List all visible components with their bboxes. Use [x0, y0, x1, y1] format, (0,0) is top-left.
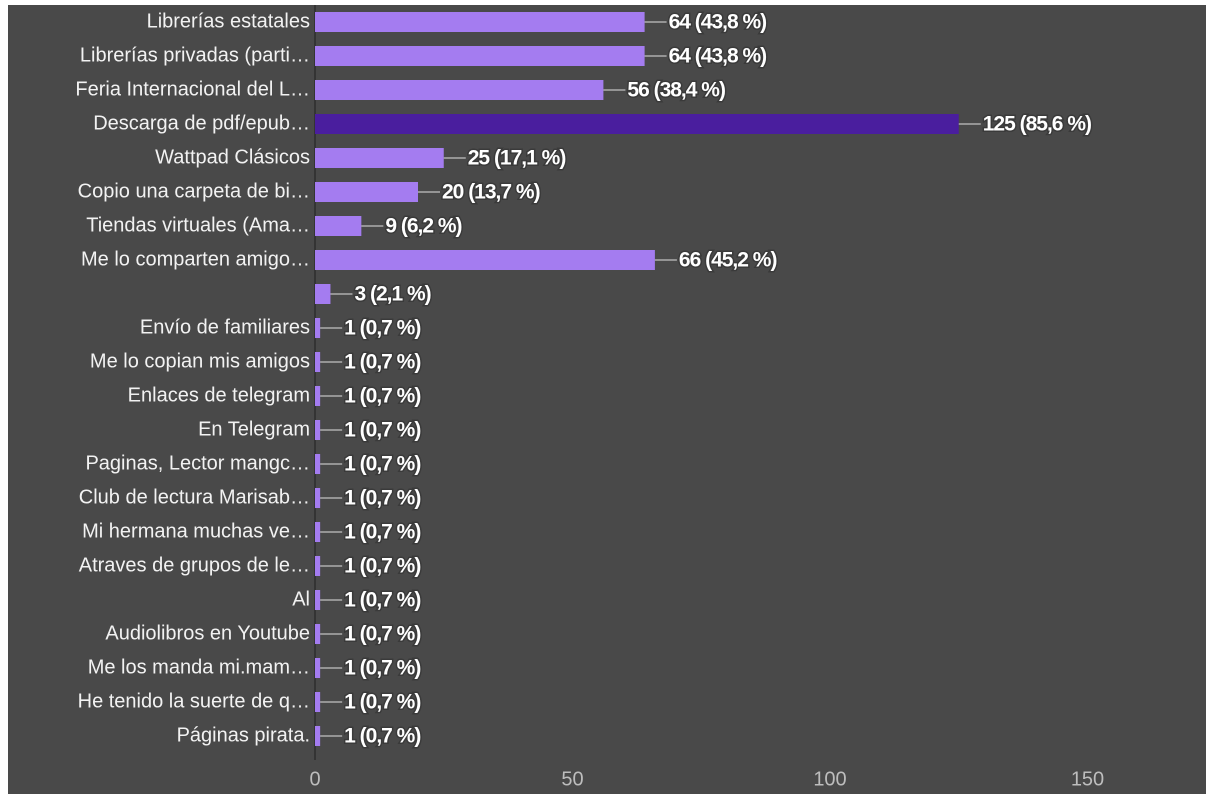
- value-label: 1 (0,7 %): [344, 691, 420, 714]
- category-label: Me lo comparten amigo…: [81, 248, 310, 270]
- bar: [315, 692, 321, 712]
- value-label: 1 (0,7 %): [344, 453, 420, 476]
- value-label: 1 (0,7 %): [344, 317, 420, 340]
- bar: [315, 216, 362, 236]
- value-label: 1 (0,7 %): [344, 589, 420, 612]
- category-label: Me lo copian mis amigos: [90, 350, 310, 372]
- category-label: Atraves de grupos de le…: [79, 554, 310, 576]
- bar: [315, 250, 655, 270]
- category-label: Copio una carpeta de bi…: [78, 180, 310, 202]
- value-label: 66 (45,2 %): [679, 249, 777, 272]
- category-label: Paginas, Lector mangc…: [85, 452, 310, 474]
- bar: [315, 148, 444, 168]
- value-label: 1 (0,7 %): [344, 385, 420, 408]
- value-label: 20 (13,7 %): [442, 181, 540, 204]
- x-tick-label: 150: [1071, 768, 1104, 790]
- bar: [315, 420, 321, 440]
- category-label: Club de lectura Marisab…: [79, 486, 310, 508]
- bar: [315, 488, 321, 508]
- value-label: 1 (0,7 %): [344, 725, 420, 748]
- value-label: 64 (43,8 %): [669, 45, 767, 68]
- category-label: Feria Internacional del L…: [75, 78, 310, 100]
- bar: [315, 352, 321, 372]
- bar: [315, 624, 321, 644]
- value-label: 1 (0,7 %): [344, 487, 420, 510]
- x-tick-label: 100: [813, 768, 846, 790]
- category-label: Wattpad Clásicos: [155, 146, 310, 168]
- category-label: Me los manda mi.mam…: [88, 656, 310, 678]
- bar: [315, 522, 321, 542]
- value-label: 25 (17,1 %): [468, 147, 566, 170]
- bar: [315, 182, 418, 202]
- bar: [315, 318, 321, 338]
- category-label: Al: [292, 588, 310, 610]
- value-label: 56 (38,4 %): [627, 79, 725, 102]
- value-label: 64 (43,8 %): [669, 11, 767, 34]
- category-label: Páginas pirata.: [177, 724, 310, 746]
- value-label: 3 (2,1 %): [354, 283, 430, 306]
- bar: [315, 12, 645, 32]
- value-label: 1 (0,7 %): [344, 657, 420, 680]
- bar: [315, 386, 321, 406]
- bar: [315, 454, 321, 474]
- category-label: Audiolibros en Youtube: [105, 622, 310, 644]
- category-label: Librerías privadas (parti…: [80, 44, 310, 66]
- category-label: En Telegram: [198, 418, 310, 440]
- category-label: Mi hermana muchas ve…: [82, 520, 310, 542]
- plot-background: [8, 5, 1206, 794]
- category-label: Descarga de pdf/epub…: [93, 112, 310, 134]
- category-label: Librerías estatales: [147, 10, 310, 32]
- value-label: 9 (6,2 %): [385, 215, 461, 238]
- category-label: Enlaces de telegram: [128, 384, 310, 406]
- category-label: He tenido la suerte de q…: [78, 690, 310, 712]
- value-label: 1 (0,7 %): [344, 419, 420, 442]
- category-label: Envío de familiares: [140, 316, 310, 338]
- bar: [315, 556, 321, 576]
- bar: [315, 658, 321, 678]
- bar: [315, 46, 645, 66]
- bar: [315, 590, 321, 610]
- value-label: 1 (0,7 %): [344, 555, 420, 578]
- x-tick-label: 0: [309, 768, 320, 790]
- bar: [315, 80, 604, 100]
- value-label: 1 (0,7 %): [344, 623, 420, 646]
- category-label: Tiendas virtuales (Ama…: [86, 214, 310, 236]
- bar: [315, 114, 959, 134]
- value-label: 1 (0,7 %): [344, 521, 420, 544]
- value-label: 1 (0,7 %): [344, 351, 420, 374]
- bar: [315, 284, 331, 304]
- value-label: 125 (85,6 %): [983, 113, 1091, 136]
- bar: [315, 726, 321, 746]
- x-tick-label: 50: [561, 768, 583, 790]
